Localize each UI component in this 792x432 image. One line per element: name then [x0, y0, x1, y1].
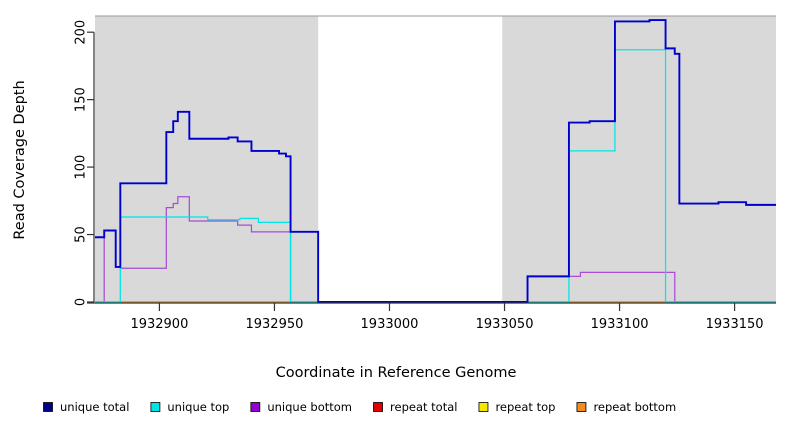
x-tick-label: 1933150: [706, 317, 764, 332]
y-tick-label: 50: [74, 226, 89, 243]
y-tick-label: 0: [74, 298, 89, 306]
legend-swatch: [478, 402, 489, 412]
x-axis-title: Coordinate in Reference Genome: [276, 365, 517, 381]
legend-item-unique-bottom: unique bottom: [250, 400, 352, 414]
y-tick-label: 200: [74, 20, 89, 45]
axes-layer: [87, 15, 776, 311]
y-axis-title: Read Coverage Depth: [12, 80, 28, 239]
legend-item-repeat-bottom: repeat bottom: [576, 400, 676, 414]
legend-item-repeat-top: repeat top: [478, 400, 555, 414]
shaded-regions-layer: [95, 16, 776, 302]
legend-label: repeat total: [390, 400, 457, 414]
series-line-unique-total: [95, 19, 776, 303]
tick-labels-layer: 0 50 100 150 200 1932900 1932950 1933000 1933050…: [74, 20, 764, 332]
legend-item-repeat-total: repeat total: [373, 400, 457, 414]
legend-swatch: [373, 402, 383, 412]
x-tick-label: 1933100: [591, 317, 649, 332]
legend-label: unique top: [167, 400, 229, 414]
legend: unique total unique top unique bottom repea…: [43, 400, 676, 414]
legend-label: unique bottom: [267, 400, 352, 414]
legend-swatch: [150, 402, 161, 412]
y-tick-label: 100: [74, 155, 89, 180]
legend-swatch: [250, 402, 261, 412]
shaded-region: [95, 16, 319, 302]
legend-swatch: [43, 402, 53, 412]
x-tick-label: 1933050: [476, 317, 534, 332]
legend-item-unique-top: unique top: [150, 400, 229, 414]
shaded-region: [502, 16, 776, 302]
legend-label: repeat bottom: [593, 400, 676, 414]
x-tick-label: 1932950: [245, 317, 303, 332]
legend-label: repeat top: [495, 400, 555, 414]
y-tick-label: 150: [74, 87, 89, 112]
x-tick-label: 1932900: [130, 317, 188, 332]
legend-label: unique total: [60, 400, 129, 414]
x-tick-label: 1933000: [361, 317, 419, 332]
legend-swatch: [576, 402, 587, 412]
legend-item-unique-total: unique total: [43, 400, 129, 414]
data-series-layer: [95, 19, 776, 303]
